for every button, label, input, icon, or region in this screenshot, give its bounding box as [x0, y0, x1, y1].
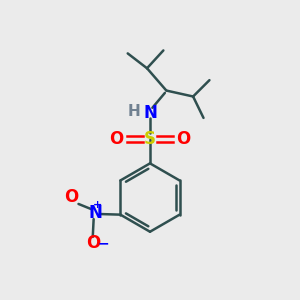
Text: S: S	[144, 130, 156, 148]
Text: +: +	[93, 200, 102, 210]
Text: −: −	[97, 236, 109, 250]
Text: H: H	[127, 104, 140, 119]
Text: O: O	[176, 130, 190, 148]
Text: O: O	[64, 188, 79, 206]
Text: O: O	[110, 130, 124, 148]
Text: O: O	[85, 234, 100, 252]
Text: N: N	[88, 204, 102, 222]
Text: N: N	[143, 104, 157, 122]
